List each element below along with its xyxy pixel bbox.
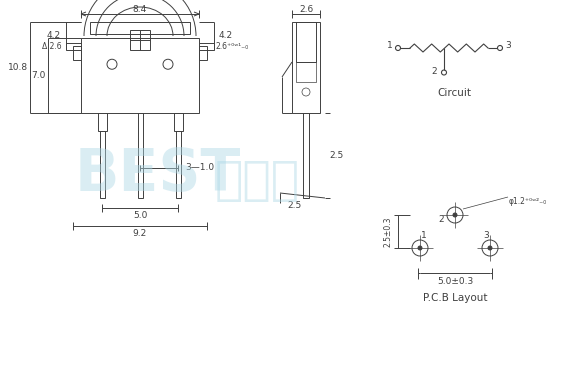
Text: 4.2: 4.2 [219, 31, 233, 41]
Text: φ1.2⁺⁰ʷ²₋₀: φ1.2⁺⁰ʷ²₋₀ [509, 197, 547, 205]
Text: BEST: BEST [75, 146, 241, 203]
Bar [296, 62, 316, 82]
Bar [138, 113, 143, 198]
Circle shape [488, 246, 492, 250]
Bar [100, 131, 105, 198]
Text: 3: 3 [483, 232, 489, 240]
Text: 2.6⁺⁰ʷ¹₋₀: 2.6⁺⁰ʷ¹₋₀ [215, 42, 249, 51]
Text: 2.5: 2.5 [329, 150, 343, 160]
Text: 10.8: 10.8 [8, 63, 28, 72]
Text: 4.2: 4.2 [47, 31, 61, 41]
Text: 1: 1 [387, 41, 393, 51]
Text: 8.4: 8.4 [133, 4, 147, 14]
Bar [174, 113, 183, 131]
Bar [199, 46, 207, 60]
Text: 5.0±0.3: 5.0±0.3 [437, 276, 473, 285]
Bar [176, 131, 181, 198]
Text: 7.0: 7.0 [31, 71, 45, 80]
Text: P.C.B Layout: P.C.B Layout [423, 293, 488, 303]
Text: 百斯特: 百斯特 [215, 160, 300, 205]
Text: 2.5±0.3: 2.5±0.3 [384, 216, 393, 247]
Text: 1: 1 [421, 232, 427, 240]
Circle shape [453, 213, 457, 217]
Bar [98, 113, 107, 131]
Text: 5.0: 5.0 [133, 212, 147, 220]
Bar [90, 22, 190, 34]
Text: 3: 3 [505, 41, 511, 51]
Text: 2.6: 2.6 [299, 4, 313, 14]
Text: 3—1.0: 3—1.0 [186, 164, 214, 172]
Bar [73, 46, 81, 60]
Text: 2: 2 [431, 67, 437, 76]
Bar [130, 30, 150, 50]
Bar [81, 38, 199, 113]
Bar [292, 22, 320, 113]
Text: Δ 2.6: Δ 2.6 [42, 42, 62, 51]
Text: 9.2: 9.2 [133, 229, 147, 239]
Bar [303, 113, 309, 198]
Text: 2.5: 2.5 [287, 202, 301, 210]
Bar [296, 22, 316, 62]
Text: 2: 2 [438, 214, 444, 224]
Circle shape [418, 246, 422, 250]
Text: Circuit: Circuit [437, 88, 471, 98]
